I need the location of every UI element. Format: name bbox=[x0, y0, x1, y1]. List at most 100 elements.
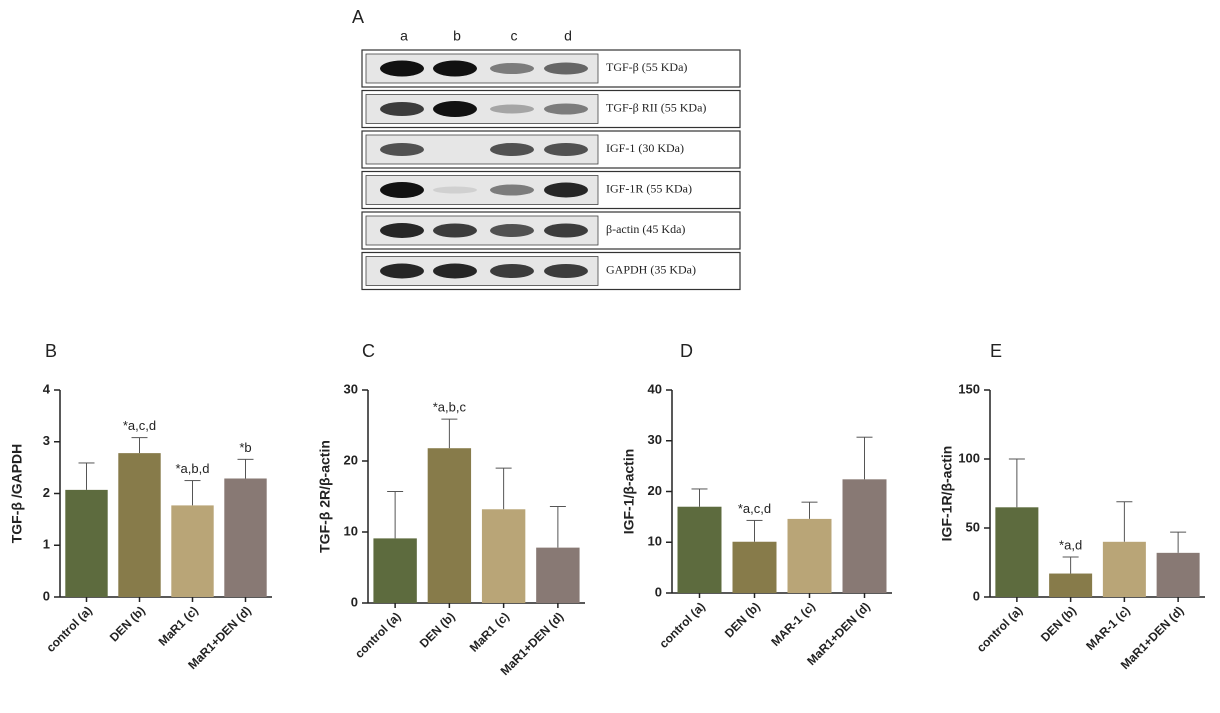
blot-band bbox=[380, 223, 424, 238]
x-tick-label: control (a) bbox=[656, 599, 707, 650]
blot-band bbox=[490, 224, 534, 237]
blot-row-box bbox=[361, 170, 741, 210]
bar bbox=[536, 547, 580, 603]
bar bbox=[118, 453, 161, 597]
bar bbox=[373, 538, 417, 603]
y-tick-label: 30 bbox=[648, 432, 662, 447]
y-tick-label: 10 bbox=[344, 523, 358, 538]
y-tick-label: 20 bbox=[648, 483, 662, 498]
significance-label: *a,d bbox=[1059, 537, 1082, 552]
bar bbox=[842, 479, 887, 593]
blot-band bbox=[380, 60, 424, 77]
blot-band bbox=[490, 104, 534, 114]
bar bbox=[995, 507, 1039, 597]
blot-band bbox=[433, 101, 477, 117]
y-tick-label: 0 bbox=[973, 588, 980, 603]
blot-band bbox=[380, 263, 424, 279]
y-tick-label: 0 bbox=[351, 594, 358, 609]
bar bbox=[1102, 541, 1146, 597]
panel-label: E bbox=[990, 341, 1002, 361]
x-tick-label: DEN (b) bbox=[1038, 603, 1079, 644]
x-tick-label: MAR-1 (c) bbox=[768, 599, 817, 648]
bar bbox=[677, 506, 722, 593]
bar bbox=[787, 518, 832, 593]
blot-row-box bbox=[361, 89, 741, 129]
y-tick-label: 0 bbox=[655, 584, 662, 599]
x-tick-label: DEN (b) bbox=[417, 609, 458, 650]
blot-band bbox=[490, 143, 534, 156]
panel-label: A bbox=[352, 7, 364, 27]
blot-row-box bbox=[361, 130, 741, 169]
blot-band bbox=[544, 223, 588, 238]
band-label: TGF-β RII (55 KDa) bbox=[606, 100, 706, 114]
bar bbox=[732, 541, 777, 593]
band-label: IGF-1 (30 KDa) bbox=[606, 141, 684, 155]
y-tick-label: 10 bbox=[648, 534, 662, 549]
band-label: β-actin (45 Kda) bbox=[606, 222, 685, 236]
blot-band bbox=[544, 264, 588, 278]
blot-band bbox=[544, 182, 588, 198]
blot-band bbox=[380, 182, 424, 198]
x-tick-label: DEN (b) bbox=[107, 603, 148, 644]
bar bbox=[427, 448, 472, 603]
bar bbox=[481, 509, 526, 603]
blot-band bbox=[433, 60, 477, 77]
bar bbox=[224, 478, 267, 597]
blot-band bbox=[544, 103, 588, 115]
blot-band bbox=[433, 186, 477, 194]
x-tick-label: DEN (b) bbox=[722, 599, 763, 640]
blot-band bbox=[433, 263, 477, 279]
band-label: GAPDH (35 KDa) bbox=[606, 262, 696, 276]
bar bbox=[65, 489, 108, 597]
y-axis-label: TGF-β 2R/β-actin bbox=[317, 440, 333, 553]
significance-label: *a,b,c bbox=[433, 400, 467, 415]
panel-label: D bbox=[680, 341, 693, 361]
x-tick-label: MaR1 (c) bbox=[156, 603, 201, 648]
lane-label: b bbox=[453, 28, 461, 44]
chart: D IGF-1/β-actin 0 10 20 30 40 control (a) *a,c,d… bbox=[621, 341, 892, 668]
y-tick-label: 100 bbox=[958, 450, 980, 465]
y-axis-label: IGF-1/β-actin bbox=[621, 449, 637, 535]
bar bbox=[1049, 573, 1093, 597]
blot-row-box bbox=[361, 49, 741, 88]
x-tick-label: control (a) bbox=[43, 603, 94, 654]
blot-band bbox=[380, 143, 424, 156]
y-tick-label: 30 bbox=[344, 381, 358, 396]
x-tick-label: MaR1 (c) bbox=[467, 609, 512, 654]
y-tick-label: 0 bbox=[43, 588, 50, 603]
y-tick-label: 2 bbox=[43, 485, 50, 500]
y-tick-label: 40 bbox=[648, 381, 662, 396]
x-tick-label: MAR-1 (c) bbox=[1083, 603, 1132, 652]
panel-label: C bbox=[362, 341, 375, 361]
y-tick-label: 150 bbox=[958, 381, 980, 396]
band-label: TGF-β (55 KDa) bbox=[606, 60, 687, 74]
blot-band bbox=[433, 223, 477, 238]
x-tick-label: control (a) bbox=[352, 609, 403, 660]
blot-row-box bbox=[361, 211, 741, 250]
panel-label: B bbox=[45, 341, 57, 361]
bar bbox=[1156, 552, 1200, 597]
blot-band bbox=[490, 264, 534, 278]
blot-band bbox=[490, 63, 534, 74]
blot-band bbox=[380, 102, 424, 116]
blot-band bbox=[544, 62, 588, 75]
significance-label: *a,c,d bbox=[738, 501, 771, 516]
lane-label: d bbox=[564, 28, 572, 44]
significance-label: *a,b,d bbox=[176, 461, 210, 476]
chart: C TGF-β 2R/β-actin 0 10 20 30 control (a) *a,b,… bbox=[317, 341, 585, 678]
significance-label: *a,c,d bbox=[123, 418, 156, 433]
y-tick-label: 20 bbox=[344, 452, 358, 467]
y-tick-label: 3 bbox=[43, 433, 50, 448]
y-tick-label: 4 bbox=[43, 381, 51, 396]
blot-row-box bbox=[361, 251, 741, 291]
y-axis-label: TGF-β /GAPDH bbox=[9, 444, 25, 544]
lane-label: a bbox=[400, 28, 408, 44]
y-axis-label: IGF-1R/β-actin bbox=[939, 446, 955, 542]
bar bbox=[171, 505, 214, 597]
band-label: IGF-1R (55 KDa) bbox=[606, 181, 692, 195]
x-tick-label: control (a) bbox=[974, 603, 1025, 654]
blot-band bbox=[490, 184, 534, 196]
chart: E IGF-1R/β-actin 0 50 100 150 control (a) *a,d D… bbox=[939, 341, 1205, 672]
significance-label: *b bbox=[239, 440, 251, 455]
